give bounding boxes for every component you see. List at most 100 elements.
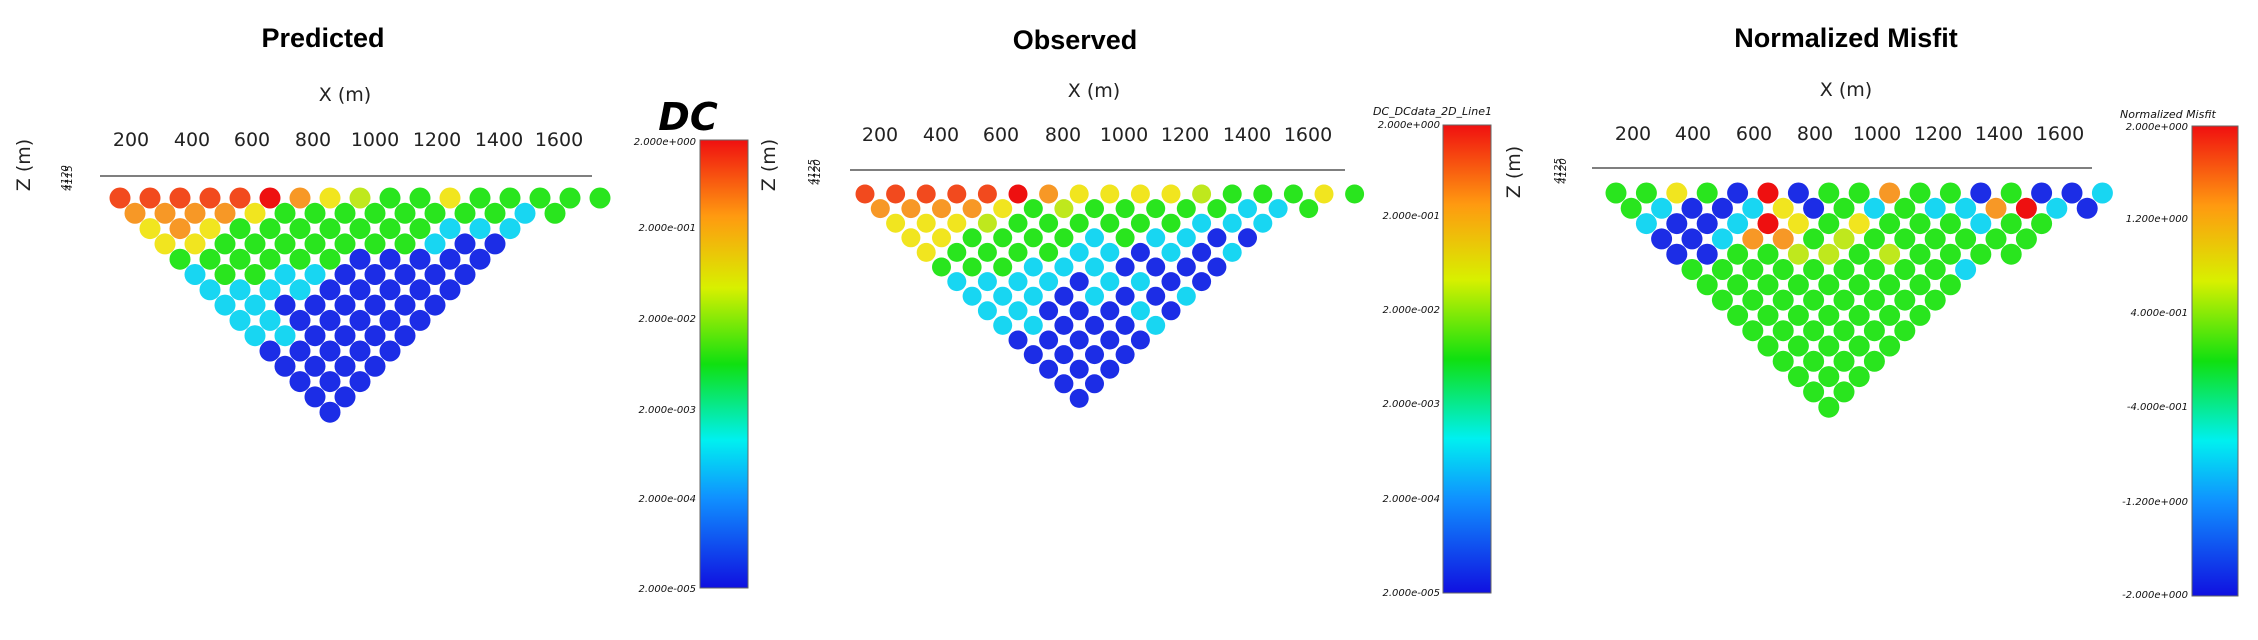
data-point xyxy=(1161,272,1181,292)
data-point xyxy=(379,187,401,209)
colorbar-label: 2.000e-003 xyxy=(1383,399,1440,410)
colorbar-label: 2.000e-001 xyxy=(639,223,696,234)
data-point xyxy=(109,187,131,209)
data-point xyxy=(886,213,906,233)
colorbar-label: 2.000e-002 xyxy=(639,314,696,325)
data-point xyxy=(379,309,401,331)
data-point xyxy=(1879,335,1901,357)
data-point xyxy=(1909,182,1931,204)
data-point xyxy=(916,184,936,204)
data-point xyxy=(1711,289,1733,311)
data-point xyxy=(1635,182,1657,204)
data-point xyxy=(1207,257,1227,277)
data-point xyxy=(259,279,281,301)
data-point xyxy=(139,187,161,209)
colorbar-label: 2.000e-005 xyxy=(639,584,696,595)
data-point xyxy=(454,264,476,285)
colorbar-label: 2.000e+000 xyxy=(2126,122,2188,133)
data-point xyxy=(1176,257,1196,277)
data-point xyxy=(1787,335,1809,357)
data-point xyxy=(1207,228,1227,248)
data-point xyxy=(229,218,251,240)
data-point xyxy=(1803,350,1825,372)
colorbar-labels: 2.000e+000 1.200e+000 4.000e-001 -4.000e… xyxy=(2122,122,2188,601)
data-point xyxy=(1818,335,1840,357)
data-point xyxy=(1803,259,1825,280)
data-point xyxy=(855,184,875,204)
data-point xyxy=(334,294,356,316)
panel-normalized-misfit: Normalized Misfit X (m) Z (m) 4125 4120 … xyxy=(1503,23,2239,601)
data-point xyxy=(2076,197,2098,219)
data-point xyxy=(379,279,401,301)
data-point xyxy=(1100,301,1120,321)
data-point xyxy=(289,218,311,240)
x-tick-labels: 200 400 600 800 1000 1200 1400 1600 xyxy=(1615,123,2084,145)
data-point xyxy=(962,228,982,248)
data-point xyxy=(1727,182,1749,204)
data-point xyxy=(1863,320,1885,342)
z-tick-label: 4125 xyxy=(1553,158,1564,183)
data-point xyxy=(349,371,371,393)
data-point xyxy=(364,233,386,255)
data-point xyxy=(1192,213,1212,233)
data-point xyxy=(1069,184,1089,204)
data-point xyxy=(1023,199,1043,219)
data-point xyxy=(364,355,386,377)
data-point xyxy=(274,294,296,316)
data-point xyxy=(1863,228,1885,250)
data-point xyxy=(1772,197,1794,219)
x-tick-label: 1400 xyxy=(475,129,523,151)
data-point xyxy=(977,242,997,262)
colorbar-label: 1.200e+000 xyxy=(2126,214,2188,225)
data-point xyxy=(139,218,161,240)
x-tick-label: 600 xyxy=(1736,123,1772,145)
x-tick-label: 400 xyxy=(1675,123,1711,145)
data-point xyxy=(1818,243,1840,265)
data-point xyxy=(1848,182,1870,204)
panel-predicted: Predicted X (m) Z (m) 4120 4115 200 400 … xyxy=(13,23,749,595)
data-point xyxy=(244,233,266,255)
data-point xyxy=(2000,182,2022,204)
colorbar-label: -1.200e+000 xyxy=(2122,497,2188,508)
data-point xyxy=(1100,184,1120,204)
data-point xyxy=(1833,350,1855,372)
x-tick-label: 1200 xyxy=(413,129,461,151)
data-point xyxy=(1696,243,1718,265)
data-point xyxy=(1742,228,1764,250)
data-point xyxy=(1054,257,1074,277)
data-point xyxy=(1863,197,1885,219)
data-point xyxy=(214,294,236,316)
data-point xyxy=(1666,213,1688,235)
data-point xyxy=(544,202,566,224)
data-point xyxy=(1115,286,1135,306)
z-tick-label: 4120 xyxy=(60,165,71,190)
data-point xyxy=(1023,228,1043,248)
x-tick-label: 800 xyxy=(295,129,331,151)
data-point xyxy=(274,355,296,377)
data-point xyxy=(229,187,251,209)
data-point xyxy=(319,340,341,362)
data-point xyxy=(394,233,416,255)
data-point xyxy=(932,257,951,277)
data-point xyxy=(1863,350,1885,372)
data-point xyxy=(1207,199,1227,219)
data-point xyxy=(319,309,341,331)
data-point xyxy=(1970,182,1992,204)
data-point xyxy=(1115,199,1135,219)
data-point xyxy=(1039,272,1059,292)
x-tick-label: 1400 xyxy=(1223,124,1271,146)
data-point xyxy=(977,184,997,204)
data-point xyxy=(1848,335,1870,357)
data-point xyxy=(1757,304,1779,326)
data-point xyxy=(1130,330,1150,350)
data-point xyxy=(962,286,982,306)
data-point xyxy=(364,202,386,224)
data-point xyxy=(1727,274,1749,296)
data-point xyxy=(1115,228,1135,248)
data-point xyxy=(289,371,311,393)
data-point xyxy=(1711,197,1733,219)
data-point xyxy=(289,248,311,270)
x-tick-label: 1400 xyxy=(1975,123,2023,145)
data-point xyxy=(1772,259,1794,280)
data-point xyxy=(1314,184,1334,204)
